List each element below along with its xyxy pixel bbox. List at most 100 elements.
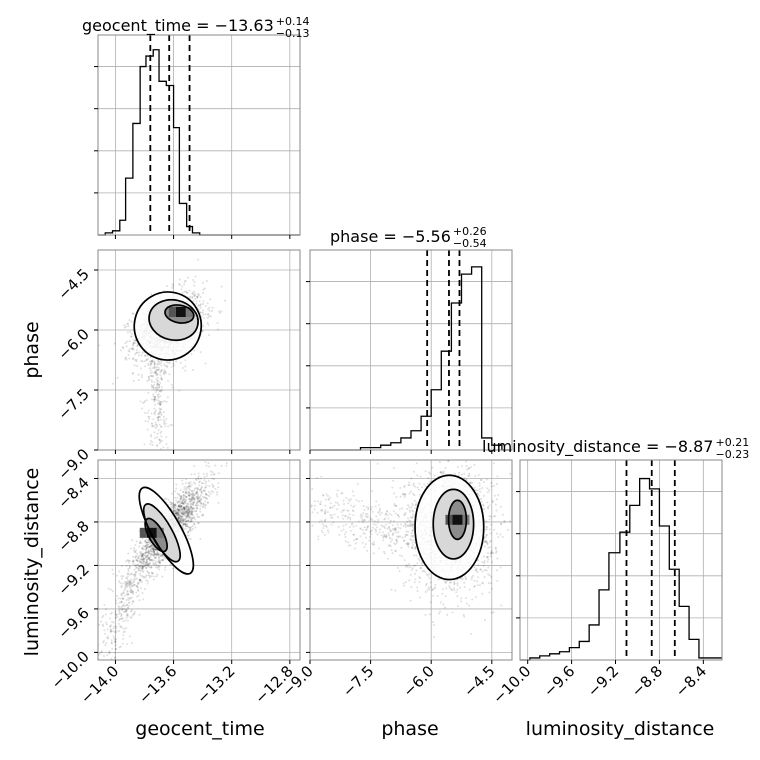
scatter-point [151,441,154,444]
scatter-point [161,389,164,392]
scatter-point [145,399,148,402]
scatter-point [147,541,150,544]
scatter-point [187,490,190,493]
scatter-point [130,332,133,335]
scatter-point [173,504,176,507]
scatter-point [181,499,184,502]
scatter-point [154,372,157,375]
scatter-point [197,522,200,525]
scatter-point [177,508,180,511]
scatter-point [149,360,152,363]
scatter-point [418,580,421,583]
scatter-point [118,618,121,621]
scatter-point [103,632,106,635]
scatter-point [150,435,153,438]
scatter-point [112,635,115,638]
scatter-point [101,623,104,626]
scatter-point [151,380,154,383]
scatter-point [193,489,196,492]
scatter-point [188,516,191,519]
scatter-point [164,566,167,569]
scatter-point [141,547,144,550]
scatter-point [135,564,138,567]
scatter-point [495,498,498,501]
scatter-point [489,532,492,535]
scatter-point [126,612,129,615]
scatter-point [127,552,130,555]
scatter-point [187,485,190,488]
scatter-point [140,567,143,570]
scatter-point [131,609,134,612]
scatter-point [186,509,189,512]
scatter-point [197,493,200,496]
scatter-point [188,498,191,501]
scatter-point [192,502,195,505]
scatter-point [419,577,422,580]
scatter-point [134,551,137,554]
scatter-point [135,585,138,588]
scatter-point [184,501,187,504]
scatter-point [149,550,152,553]
scatter-point [103,603,106,606]
scatter-point [205,279,208,282]
scatter-point [185,516,188,519]
scatter-point [188,498,191,501]
scatter-point [180,288,183,291]
scatter-point [153,398,156,401]
scatter-point [160,369,163,372]
scatter-point [191,525,194,528]
scatter-point [177,515,180,518]
scatter-point [191,508,194,511]
scatter-point [173,507,176,510]
scatter-point [139,564,142,567]
scatter-point [157,419,160,422]
scatter-point [175,483,178,486]
scatter-point [492,611,495,614]
scatter-point [190,513,193,516]
scatter-point [176,500,179,503]
scatter-point [165,365,168,368]
scatter-point [213,477,216,480]
scatter-point [202,302,205,305]
scatter-point [463,477,466,480]
scatter-point [155,443,158,446]
scatter-point [186,510,189,513]
scatter-point [179,517,182,520]
scatter-point [141,553,144,556]
scatter-point [214,464,217,467]
scatter-point [146,556,149,559]
scatter-point [182,511,185,514]
scatter-point [150,553,153,556]
scatter-point [487,555,490,558]
panel-geocent_time-luminosity_distance [98,461,228,660]
scatter-point [192,497,195,500]
scatter-point [180,515,183,518]
scatter-point [129,583,132,586]
scatter-point [200,514,203,517]
scatter-point [196,495,199,498]
scatter-point [193,516,196,519]
scatter-point [490,576,493,579]
scatter-point [159,554,162,557]
scatter-point [154,565,157,568]
scatter-point [191,489,194,492]
scatter-point [136,582,139,585]
scatter-point [143,552,146,555]
scatter-point [147,376,150,379]
scatter-point [196,505,199,508]
scatter-point [128,579,131,582]
scatter-point [148,556,151,559]
scatter-point [135,591,138,594]
density-cell [139,527,147,538]
scatter-point [199,538,202,541]
scatter-point [139,367,142,370]
scatter-point [130,585,133,588]
scatter-point [155,368,158,371]
scatter-point [132,591,135,594]
scatter-point [157,396,160,399]
scatter-point [485,534,488,537]
scatter-point [206,497,209,500]
scatter-point [146,580,149,583]
scatter-point [489,555,492,558]
scatter-point [165,400,168,403]
